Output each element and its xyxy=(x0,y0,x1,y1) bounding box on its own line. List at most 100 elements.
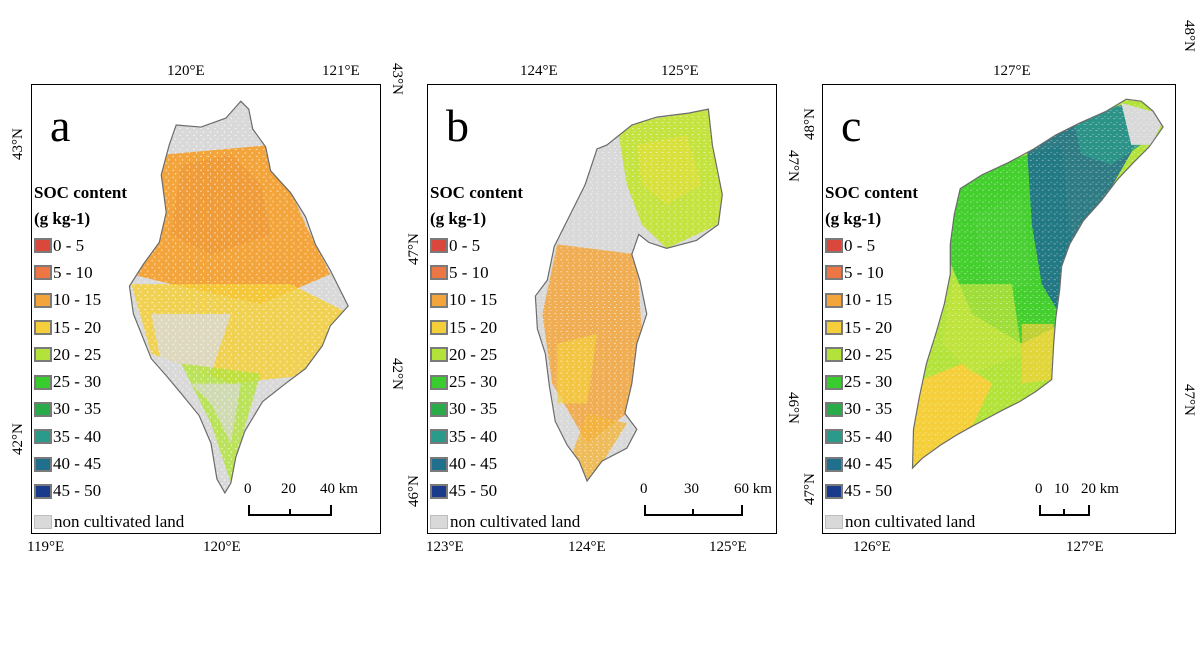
legend-label: 5 - 10 xyxy=(449,262,489,282)
legend-items: 0 - 5 5 - 10 10 - 15 15 - 20 20 - 25 25 - 30 3… xyxy=(34,232,184,505)
tick-label: 48°N xyxy=(802,108,818,140)
legend-label: 30 - 35 xyxy=(449,399,498,419)
scale-label: 20 km xyxy=(1081,481,1119,497)
legend-items: 0 - 5 5 - 10 10 - 15 15 - 20 20 - 25 25 - 30 3… xyxy=(430,232,580,505)
legend-label: 35 - 40 xyxy=(449,426,498,446)
legend-items: 0 - 5 5 - 10 10 - 15 15 - 20 20 - 25 25 - 30 3… xyxy=(825,232,975,505)
panel-letter: c xyxy=(841,100,862,151)
legend-swatch xyxy=(34,514,52,529)
legend-item: 25 - 30 xyxy=(825,368,975,395)
legend-item: 25 - 30 xyxy=(34,368,184,395)
legend-swatch xyxy=(430,265,448,281)
legend-item: 45 - 50 xyxy=(825,478,975,505)
legend-swatch xyxy=(34,320,52,336)
legend-label: 10 - 15 xyxy=(53,290,102,310)
panel-letter: a xyxy=(50,100,71,151)
legend-item: 0 - 5 xyxy=(825,232,975,259)
legend-item: 35 - 40 xyxy=(34,423,184,450)
legend-label: 45 - 50 xyxy=(53,481,102,501)
legend-swatch xyxy=(430,292,448,308)
legend-swatch xyxy=(34,347,52,363)
legend-label: 15 - 20 xyxy=(844,317,893,337)
legend-label: 30 - 35 xyxy=(844,399,893,419)
map-panel-c: c SOC content (g kg-1) 0 - 5 5 - 10 10 - 1… xyxy=(822,84,1176,534)
legend-unit: (g kg-1) xyxy=(34,209,91,228)
tick-label: 46°N xyxy=(785,392,801,424)
tick-label: 42°N xyxy=(389,358,405,390)
legend-item-non-cultivated: non cultivated land xyxy=(430,510,580,534)
scale-bar: 0 20 40 km xyxy=(244,481,358,516)
tick-label: 121°E xyxy=(322,63,360,79)
legend-item: 15 - 20 xyxy=(430,314,580,341)
legend-item: 10 - 15 xyxy=(430,287,580,314)
legend-swatch xyxy=(825,483,843,499)
legend-label: 35 - 40 xyxy=(844,426,893,446)
legend-item: 0 - 5 xyxy=(34,232,184,259)
legend-swatch xyxy=(430,347,448,363)
legend-swatch xyxy=(430,514,448,529)
tick-label: 47°N xyxy=(406,233,422,265)
legend-item: 20 - 25 xyxy=(825,341,975,368)
legend-swatch xyxy=(825,401,843,417)
legend: SOC content (g kg-1) 0 - 5 5 - 10 10 - 15 1… xyxy=(825,180,975,534)
tick-label: 120°E xyxy=(203,539,241,555)
legend-label: 25 - 30 xyxy=(53,372,102,392)
tick-label: 126°E xyxy=(853,539,891,555)
legend-label: 15 - 20 xyxy=(53,317,102,337)
region-map-a xyxy=(128,100,349,495)
legend-swatch xyxy=(825,292,843,308)
legend-label: 0 - 5 xyxy=(53,235,85,255)
scale-bar: 0 10 20 km xyxy=(1035,481,1119,516)
legend-swatch xyxy=(430,483,448,499)
legend-label: 15 - 20 xyxy=(449,317,498,337)
scale-label: 40 km xyxy=(320,481,358,497)
legend-label: 0 - 5 xyxy=(844,235,876,255)
tick-label: 48°N xyxy=(1181,20,1197,52)
legend-swatch xyxy=(430,320,448,336)
legend-title: SOC content xyxy=(430,183,524,202)
legend-label: non cultivated land xyxy=(845,511,976,531)
legend-item: 45 - 50 xyxy=(34,478,184,505)
legend-unit: (g kg-1) xyxy=(430,209,487,228)
legend-swatch xyxy=(825,514,843,529)
legend-item-non-cultivated: non cultivated land xyxy=(34,510,184,534)
legend-label: 40 - 45 xyxy=(844,454,893,474)
map-panel-b: b SOC content (g kg-1) 0 - 5 5 - 10 10 - 1… xyxy=(427,84,777,534)
legend-swatch xyxy=(825,238,843,254)
legend-label: 20 - 25 xyxy=(53,344,102,364)
legend-label: non cultivated land xyxy=(450,511,581,531)
tick-label: 125°E xyxy=(709,539,747,555)
scale-label: 0 xyxy=(640,481,648,497)
legend-item: 35 - 40 xyxy=(825,423,975,450)
legend-swatch xyxy=(34,429,52,445)
legend-item-non-cultivated: non cultivated land xyxy=(825,510,975,534)
scale-label: 30 xyxy=(684,481,699,497)
legend-item: 30 - 35 xyxy=(825,396,975,423)
legend-item: 30 - 35 xyxy=(430,396,580,423)
legend-item: 5 - 10 xyxy=(430,259,580,286)
legend-swatch xyxy=(430,401,448,417)
legend-label: 35 - 40 xyxy=(53,426,102,446)
legend-swatch xyxy=(34,292,52,308)
legend-label: non cultivated land xyxy=(54,511,185,531)
legend-item: 5 - 10 xyxy=(825,259,975,286)
legend-swatch xyxy=(825,265,843,281)
legend-label: 20 - 25 xyxy=(449,344,498,364)
legend-label: 40 - 45 xyxy=(53,454,102,474)
legend-item: 10 - 15 xyxy=(825,287,975,314)
tick-label: 127°E xyxy=(993,63,1031,79)
tick-label: 47°N xyxy=(802,473,818,505)
region-map-c xyxy=(911,98,1164,470)
legend-item: 15 - 20 xyxy=(34,314,184,341)
scale-label: 10 xyxy=(1054,481,1069,497)
legend-swatch xyxy=(825,456,843,472)
legend-label: 45 - 50 xyxy=(449,481,498,501)
scale-label: 0 xyxy=(1035,481,1043,497)
tick-label: 43°N xyxy=(10,128,26,160)
legend-label: 5 - 10 xyxy=(844,262,884,282)
scale-bar: 0 30 60 km xyxy=(640,481,772,516)
legend-swatch xyxy=(34,238,52,254)
legend-item: 5 - 10 xyxy=(34,259,184,286)
tick-label: 123°E xyxy=(426,539,464,555)
legend: SOC content (g kg-1) 0 - 5 5 - 10 10 - 15 1… xyxy=(430,180,580,534)
